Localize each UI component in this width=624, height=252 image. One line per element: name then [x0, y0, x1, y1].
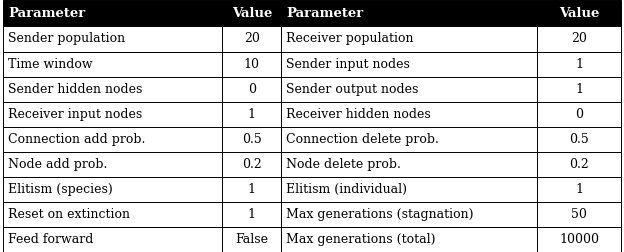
- Bar: [537, 77, 621, 102]
- Text: 1: 1: [248, 108, 256, 121]
- Text: Value: Value: [232, 7, 272, 20]
- Bar: [281, 152, 537, 177]
- Text: Parameter: Parameter: [286, 7, 363, 20]
- Bar: [281, 227, 537, 252]
- Bar: [3, 0, 222, 26]
- Bar: [3, 26, 222, 51]
- Text: 20: 20: [244, 33, 260, 46]
- Bar: [222, 202, 281, 227]
- Bar: [222, 102, 281, 127]
- Bar: [222, 0, 281, 26]
- Bar: [537, 152, 621, 177]
- Bar: [222, 152, 281, 177]
- Bar: [222, 227, 281, 252]
- Text: Connection add prob.: Connection add prob.: [8, 133, 145, 146]
- Text: Max generations (stagnation): Max generations (stagnation): [286, 208, 474, 221]
- Text: Elitism (species): Elitism (species): [8, 183, 113, 196]
- Text: Sender population: Sender population: [8, 33, 125, 46]
- Bar: [3, 177, 222, 202]
- Bar: [537, 102, 621, 127]
- Bar: [3, 127, 222, 152]
- Bar: [3, 227, 222, 252]
- Text: Max generations (total): Max generations (total): [286, 233, 436, 246]
- Text: Sender hidden nodes: Sender hidden nodes: [8, 83, 142, 96]
- Text: Elitism (individual): Elitism (individual): [286, 183, 407, 196]
- Text: 0.5: 0.5: [242, 133, 261, 146]
- Bar: [537, 26, 621, 51]
- Text: Receiver hidden nodes: Receiver hidden nodes: [286, 108, 431, 121]
- Bar: [537, 0, 621, 26]
- Text: Value: Value: [559, 7, 600, 20]
- Text: 0.5: 0.5: [569, 133, 589, 146]
- Bar: [281, 26, 537, 51]
- Text: 10000: 10000: [559, 233, 599, 246]
- Text: Node delete prob.: Node delete prob.: [286, 158, 401, 171]
- Bar: [281, 202, 537, 227]
- Text: 0.2: 0.2: [569, 158, 589, 171]
- Text: 50: 50: [571, 208, 587, 221]
- Text: 1: 1: [575, 57, 583, 71]
- Bar: [222, 77, 281, 102]
- Bar: [537, 202, 621, 227]
- Bar: [537, 177, 621, 202]
- Text: 0: 0: [248, 83, 256, 96]
- Bar: [281, 77, 537, 102]
- Bar: [3, 152, 222, 177]
- Bar: [222, 127, 281, 152]
- Text: Connection delete prob.: Connection delete prob.: [286, 133, 439, 146]
- Bar: [281, 177, 537, 202]
- Bar: [3, 77, 222, 102]
- Bar: [281, 102, 537, 127]
- Text: Reset on extinction: Reset on extinction: [8, 208, 130, 221]
- Text: 0: 0: [575, 108, 583, 121]
- Text: 10: 10: [244, 57, 260, 71]
- Text: 1: 1: [248, 208, 256, 221]
- Bar: [281, 127, 537, 152]
- Bar: [222, 26, 281, 51]
- Bar: [537, 227, 621, 252]
- Text: 0.2: 0.2: [242, 158, 261, 171]
- Text: Parameter: Parameter: [8, 7, 85, 20]
- Text: 1: 1: [248, 183, 256, 196]
- Text: Receiver input nodes: Receiver input nodes: [8, 108, 142, 121]
- Bar: [281, 0, 537, 26]
- Text: Time window: Time window: [8, 57, 93, 71]
- Text: 1: 1: [575, 183, 583, 196]
- Bar: [222, 177, 281, 202]
- Bar: [537, 51, 621, 77]
- Bar: [3, 202, 222, 227]
- Text: Node add prob.: Node add prob.: [8, 158, 107, 171]
- Text: Feed forward: Feed forward: [8, 233, 94, 246]
- Text: Sender input nodes: Sender input nodes: [286, 57, 410, 71]
- Text: Receiver population: Receiver population: [286, 33, 414, 46]
- Text: 1: 1: [575, 83, 583, 96]
- Bar: [281, 51, 537, 77]
- Bar: [537, 127, 621, 152]
- Bar: [3, 102, 222, 127]
- Bar: [3, 51, 222, 77]
- Text: 20: 20: [571, 33, 587, 46]
- Text: False: False: [235, 233, 268, 246]
- Text: Sender output nodes: Sender output nodes: [286, 83, 419, 96]
- Bar: [222, 51, 281, 77]
